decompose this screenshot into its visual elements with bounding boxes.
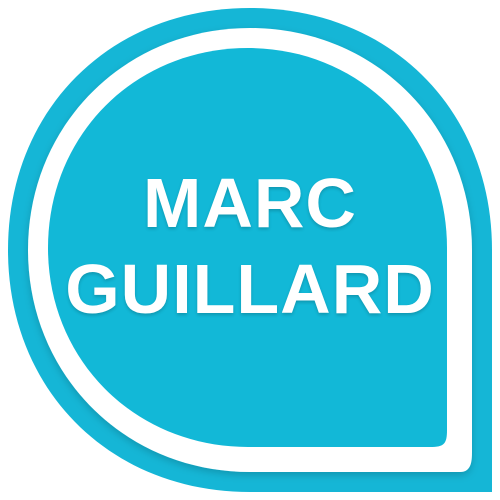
badge-name-text: MARC GUILLARD — [40, 160, 460, 332]
first-name: MARC — [143, 164, 357, 242]
inner-fill — [48, 48, 447, 447]
last-name: GUILLARD — [65, 250, 435, 328]
